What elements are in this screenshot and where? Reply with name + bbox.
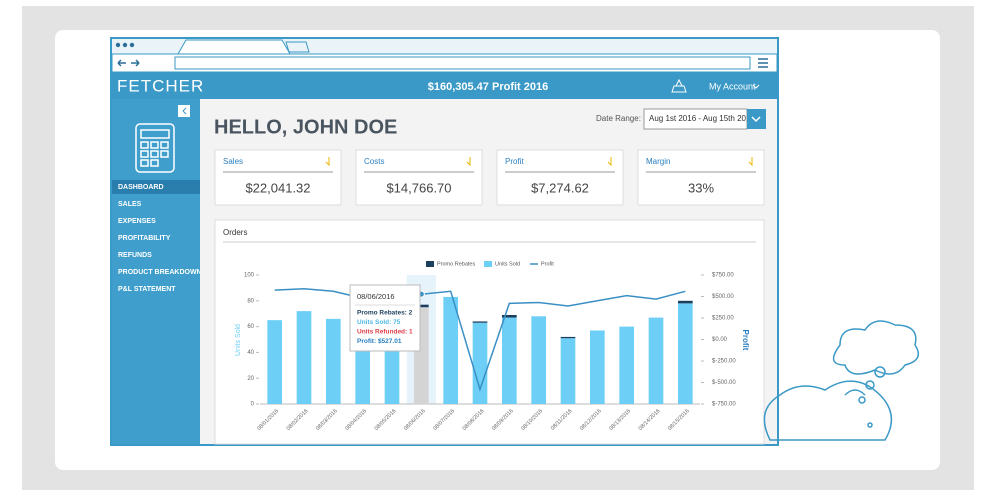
- stat-label: Sales: [223, 157, 243, 166]
- rebate-bar: [472, 321, 488, 323]
- collapse-arrow: [182, 107, 187, 115]
- menu-item[interactable]: EXPENSES: [118, 218, 156, 225]
- legend-label: Profit: [541, 261, 554, 267]
- tooltip: [349, 284, 421, 352]
- window-dot: [115, 42, 121, 48]
- units-bar: [648, 317, 664, 404]
- collapse-button[interactable]: [178, 105, 190, 117]
- profit-line: [274, 288, 686, 392]
- menu: DASHBOARD SALES EXPENSES PROFITABILITY REFUN…: [112, 180, 202, 293]
- menu-item[interactable]: REFUNDS: [118, 252, 152, 259]
- legend-swatch: [426, 261, 434, 267]
- stat-label: Profit: [505, 157, 524, 166]
- stat-card: [214, 149, 342, 206]
- y-tick-label: 40: [247, 350, 254, 356]
- stat-card: [355, 149, 483, 206]
- units-bar: [502, 317, 517, 404]
- panel-title: Orders: [223, 228, 247, 237]
- y2-tick-label: $750.00: [712, 273, 734, 279]
- stat-value: $7,274.62: [531, 180, 589, 195]
- y2-tick-label: $-250.00: [712, 359, 736, 365]
- stat-value: $22,041.32: [245, 180, 310, 195]
- legend-label: Promo Rebates: [437, 261, 475, 267]
- stat-label: Costs: [364, 157, 384, 166]
- tooltip-line: Units Sold: 75: [357, 319, 401, 326]
- rebate-bar: [560, 336, 576, 339]
- stat-icon: [325, 157, 330, 167]
- menu-item[interactable]: PRODUCT BREAKDOWN: [118, 269, 202, 276]
- y2-tick-label: $-750.00: [712, 402, 736, 408]
- y-tick-label: 0: [251, 402, 255, 408]
- menu-item[interactable]: DASHBOARD: [118, 184, 164, 191]
- profit-summary: $160,305.47 Profit 2016: [428, 81, 548, 93]
- y2-tick-label: $0.00: [712, 337, 728, 343]
- window-dot: [129, 42, 135, 48]
- tab[interactable]: [177, 39, 291, 55]
- units-bar: [590, 330, 605, 404]
- date-range-value: Aug 1st 2016 - Aug 15th 2016: [649, 114, 755, 123]
- units-bar: [531, 316, 546, 404]
- stat-card: [496, 149, 624, 206]
- menu-item[interactable]: P&L STATEMENT: [118, 286, 176, 293]
- y-axis-title: Units Sold: [235, 324, 242, 356]
- date-range-label: Date Range:: [596, 114, 641, 123]
- app-header: [112, 72, 777, 99]
- units-bar: [619, 326, 634, 404]
- menu-active: [112, 180, 200, 194]
- y-tick-label: 80: [247, 298, 254, 304]
- window-dot: [122, 42, 128, 48]
- tooltip-line: Profit: $527.01: [357, 338, 402, 345]
- stat-value: $14,766.70: [386, 180, 451, 195]
- tooltip-title: 08/06/2016: [357, 292, 395, 301]
- y2-tick-label: $500.00: [712, 294, 734, 300]
- stat-icon: [607, 157, 612, 167]
- menu-icon[interactable]: [758, 58, 768, 68]
- stat-label: Margin: [646, 157, 670, 166]
- units-bar: [472, 322, 488, 404]
- date-range-caret: [751, 116, 761, 123]
- logo: FETCHER: [117, 76, 204, 95]
- new-tab[interactable]: [285, 41, 310, 53]
- legend-label: Units Sold: [495, 261, 520, 267]
- units-bar: [560, 338, 576, 404]
- greeting: HELLO, JOHN DOE: [214, 116, 397, 138]
- calculator-icon: [135, 123, 175, 173]
- menu-item[interactable]: PROFITABILITY: [118, 235, 171, 242]
- rebate-bar: [678, 300, 693, 304]
- tooltip-line: Promo Rebates: 2: [357, 310, 413, 317]
- stat-icon: [466, 157, 471, 167]
- stat-icon: [748, 157, 753, 167]
- tooltip-line: Units Refunded: 1: [357, 329, 413, 336]
- menu-item[interactable]: SALES: [118, 201, 142, 208]
- y2-tick-label: $-500.00: [712, 380, 736, 386]
- stat-value: 33%: [688, 180, 714, 195]
- y2-axis-title: Profit: [741, 330, 750, 351]
- units-bar: [443, 296, 458, 404]
- y-tick-label: 20: [247, 376, 254, 382]
- rebate-bar: [502, 314, 517, 318]
- nav-arrows[interactable]: [117, 59, 140, 67]
- y-tick-label: 100: [244, 273, 255, 279]
- legend-swatch: [484, 261, 492, 267]
- stat-card: [637, 149, 765, 206]
- units-bar: [267, 320, 282, 404]
- units-bar: [678, 303, 693, 404]
- account-menu[interactable]: My Account: [709, 81, 756, 91]
- address-field[interactable]: [174, 56, 751, 70]
- account-caret: [752, 84, 760, 89]
- sleeping-dog-doodle: [763, 320, 920, 441]
- units-bar: [326, 318, 341, 404]
- date-range-button[interactable]: [747, 109, 766, 129]
- y2-tick-label: $250.00: [712, 316, 734, 322]
- rebate-bar: [414, 304, 429, 308]
- units-bar: [296, 311, 312, 404]
- y-tick-label: 60: [247, 324, 254, 330]
- cards: Sales $22,041.32 Costs $14,766.70 Profit $7,2…: [214, 149, 765, 206]
- bell-icon[interactable]: [671, 78, 687, 93]
